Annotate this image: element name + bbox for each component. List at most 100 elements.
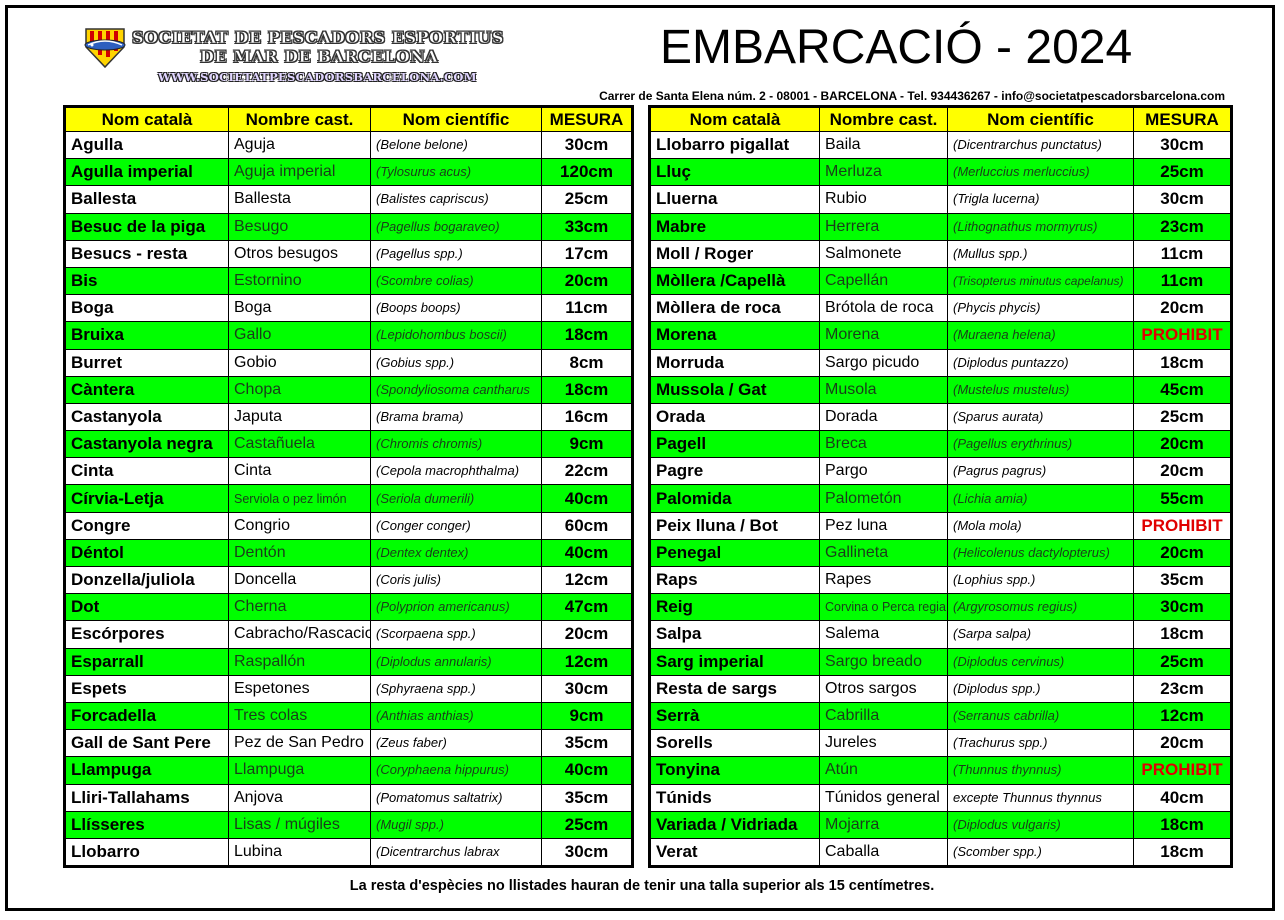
size-cell: 40cm [1133, 783, 1232, 812]
scientific-name-cell: (Scorpaena spp.) [370, 620, 542, 649]
scientific-name-cell: (Dicentrarchus punctatus) [947, 130, 1134, 160]
castilian-name-cell: Gallo [228, 321, 371, 350]
table-row: Castanyola Japuta (Brama brama) 16cm [64, 402, 633, 432]
size-cell: 12cm [1133, 701, 1232, 731]
castilian-name-cell: Raspallón [228, 647, 371, 676]
catalan-name-cell: Resta de sargs [649, 674, 820, 703]
table-row: Bis Estornino (Scombre colias) 20cm [64, 266, 633, 296]
catalan-name-cell: Agulla [64, 130, 229, 160]
castilian-name-cell: Pargo [819, 457, 948, 486]
table-row: Déntol Dentón (Dentex dentex) 40cm [64, 538, 633, 568]
scientific-name-cell: (Zeus faber) [370, 729, 542, 758]
size-cell: 11cm [541, 294, 633, 323]
table-row: Agulla Aguja (Belone belone) 30cm [64, 130, 633, 160]
table-row: Peix lluna / Bot Pez luna (Mola mola) PROHI… [649, 511, 1232, 540]
size-cell: 20cm [1133, 457, 1232, 486]
scientific-name-cell: (Diplodus vulgaris) [947, 810, 1134, 839]
castilian-name-cell: Palometón [819, 484, 948, 513]
catalan-name-cell: Sorells [649, 729, 820, 758]
size-cell: 30cm [1133, 185, 1232, 214]
catalan-name-cell: Salpa [649, 620, 820, 649]
table-row: Mòllera /Capellà Capellán (Trisopterus min… [649, 266, 1232, 296]
castilian-name-cell: Breca [819, 430, 948, 459]
size-cell: 18cm [1133, 348, 1232, 377]
castilian-name-cell: Lisas / múgiles [228, 810, 371, 839]
castilian-name-cell: Espetones [228, 674, 371, 703]
table-row: Espets Espetones (Sphyraena spp.) 30cm [64, 674, 633, 703]
size-cell: 18cm [1133, 620, 1232, 649]
table-row: Orada Dorada (Sparus aurata) 25cm [649, 402, 1232, 432]
table-row: Forcadella Tres colas (Anthias anthias) 9cm [64, 701, 633, 731]
size-cell: 18cm [541, 321, 633, 350]
society-logo [84, 28, 126, 69]
scientific-name-cell: (Serranus cabrilla) [947, 701, 1134, 731]
size-cell: 16cm [541, 402, 633, 432]
col-header-size: MESURA [541, 106, 633, 132]
size-cell: 47cm [541, 593, 633, 622]
catalan-name-cell: Déntol [64, 538, 229, 568]
scientific-name-cell: (Diplodus spp.) [947, 674, 1134, 703]
table-row: Esparrall Raspallón (Diplodus annularis) 12… [64, 647, 633, 676]
castilian-name-cell: Rapes [819, 565, 948, 595]
table-row: Palomida Palometón (Lichia amia) 55cm [649, 484, 1232, 513]
table-row: Cinta Cinta (Cepola macrophthalma) 22cm [64, 457, 633, 486]
size-cell: 33cm [541, 212, 633, 241]
size-cell: 40cm [541, 484, 633, 513]
website-link[interactable]: WWW.SOCIETATPESCADORSBARCELONA.COM [158, 70, 477, 84]
castilian-name-cell: Besugo [228, 212, 371, 241]
table-row: Besucs - resta Otros besugos (Pagellus spp… [64, 239, 633, 268]
scientific-name-cell: (Helicolenus dactylopterus) [947, 538, 1134, 568]
scientific-name-cell: (Anthias anthias) [370, 701, 542, 731]
castilian-name-cell: Atún [819, 756, 948, 785]
castilian-name-cell: Ballesta [228, 185, 371, 214]
table-row: Morena Morena (Muraena helena) PROHIBIT [649, 321, 1232, 350]
table-row: Moll / Roger Salmonete (Mullus spp.) 11cm [649, 239, 1232, 268]
size-cell: 25cm [1133, 402, 1232, 432]
castilian-name-cell: Doncella [228, 565, 371, 595]
size-cell: 20cm [1133, 430, 1232, 459]
size-cell: PROHIBIT [1133, 511, 1232, 540]
table-row: Mussola / Gat Musola (Mustelus mustelus) 45… [649, 375, 1232, 404]
size-cell: 23cm [1133, 212, 1232, 241]
catalan-name-cell: Orada [649, 402, 820, 432]
castilian-name-cell: Congrio [228, 511, 371, 540]
catalan-name-cell: Serrà [649, 701, 820, 731]
catalan-name-cell: Sarg imperial [649, 647, 820, 676]
table-row: Salpa Salema (Sarpa salpa) 18cm [649, 620, 1232, 649]
col-header-scientific: Nom científic [370, 106, 542, 132]
size-cell: 12cm [541, 647, 633, 676]
col-header-size: MESURA [1133, 106, 1232, 132]
size-cell: 20cm [541, 266, 633, 296]
size-cell: 35cm [541, 729, 633, 758]
size-cell: 11cm [1133, 266, 1232, 296]
scientific-name-cell: (Pagellus bogaraveo) [370, 212, 542, 241]
table-row: Mòllera de roca Brótola de roca (Phycis ph… [649, 294, 1232, 323]
scientific-name-cell: (Diplodus cervinus) [947, 647, 1134, 676]
scientific-name-cell: (Pagellus erythrinus) [947, 430, 1134, 459]
table-row: Llísseres Lisas / múgiles (Mugil spp.) 25cm [64, 810, 633, 839]
size-cell: PROHIBIT [1133, 756, 1232, 785]
catalan-name-cell: Mabre [649, 212, 820, 241]
catalan-name-cell: Llobarro pigallat [649, 130, 820, 160]
scientific-name-cell: (Diplodus annularis) [370, 647, 542, 676]
scientific-name-cell: (Boops boops) [370, 294, 542, 323]
page-frame [5, 5, 1275, 911]
scientific-name-cell: (Trigla lucerna) [947, 185, 1134, 214]
size-cell: 35cm [541, 783, 633, 812]
table-row: Túnids Túnidos general excepte Thunnus thy… [649, 783, 1232, 812]
catalan-name-cell: Morena [649, 321, 820, 350]
scientific-name-cell: (Spondyliosoma cantharus [370, 375, 542, 404]
catalan-name-cell: Mòllera de roca [649, 294, 820, 323]
castilian-name-cell: Caballa [819, 837, 948, 868]
footer-note: La resta d'espècies no llistades hauran … [349, 878, 935, 894]
scientific-name-cell: (Coris julis) [370, 565, 542, 595]
catalan-name-cell: Càntera [64, 375, 229, 404]
table-row: Sorells Jureles (Trachurus spp.) 20cm [649, 729, 1232, 758]
size-cell: 9cm [541, 701, 633, 731]
castilian-name-cell: Baila [819, 130, 948, 160]
catalan-name-cell: Mussola / Gat [649, 375, 820, 404]
catalan-name-cell: Bruixa [64, 321, 229, 350]
scientific-name-cell: (Pomatomus saltatrix) [370, 783, 542, 812]
scientific-name-cell: (Polyprion americanus) [370, 593, 542, 622]
scientific-name-cell: (Seriola dumerili) [370, 484, 542, 513]
